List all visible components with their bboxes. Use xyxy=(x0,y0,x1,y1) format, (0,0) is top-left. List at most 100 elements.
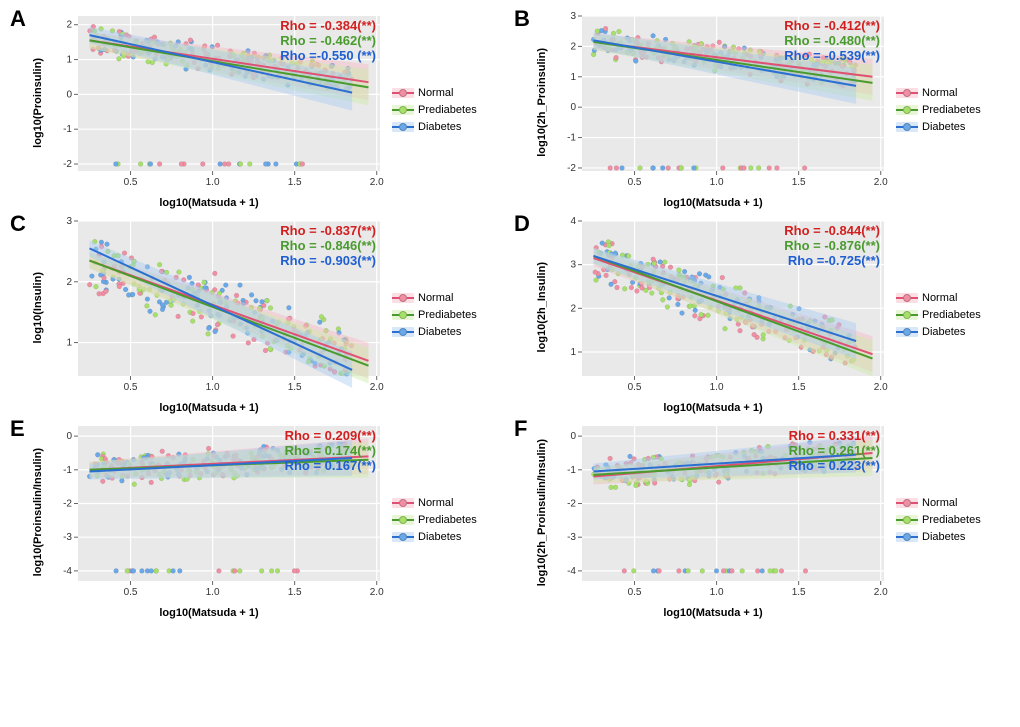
y-axis-label: log10(2h_Proinsulin/Insulin) xyxy=(536,439,548,586)
svg-text:2: 2 xyxy=(570,303,576,314)
svg-text:Rho = -0.539(**): Rho = -0.539(**) xyxy=(784,48,880,63)
legend-label: Normal xyxy=(418,87,453,99)
legend: Normal Prediabetes Diabetes xyxy=(392,288,477,342)
svg-text:-2: -2 xyxy=(63,159,72,170)
x-axis-label: log10(Matsuda + 1) xyxy=(663,607,762,619)
legend-swatch xyxy=(896,86,918,100)
legend-item-prediabetes: Prediabetes xyxy=(392,103,477,117)
legend-label: Prediabetes xyxy=(922,309,981,321)
scatter-plot: 0.51.01.52.01234Rho = -0.844(**)Rho = -0… xyxy=(550,215,890,400)
svg-text:2.0: 2.0 xyxy=(874,177,888,188)
legend-item-normal: Normal xyxy=(896,496,981,510)
svg-text:Rho = -0.462(**): Rho = -0.462(**) xyxy=(280,33,376,48)
legend-swatch xyxy=(392,308,414,322)
legend-item-diabetes: Diabetes xyxy=(896,120,981,134)
svg-text:Rho = -0.844(**): Rho = -0.844(**) xyxy=(784,223,880,238)
legend-label: Normal xyxy=(922,87,957,99)
legend-swatch xyxy=(392,120,414,134)
svg-text:1: 1 xyxy=(570,347,576,358)
legend-swatch xyxy=(392,291,414,305)
svg-text:-4: -4 xyxy=(63,566,72,577)
legend-swatch xyxy=(896,513,918,527)
svg-text:1.5: 1.5 xyxy=(792,587,806,598)
legend-label: Diabetes xyxy=(418,531,461,543)
legend-label: Normal xyxy=(418,497,453,509)
legend-item-normal: Normal xyxy=(392,496,477,510)
svg-text:3: 3 xyxy=(66,216,72,227)
legend-item-prediabetes: Prediabetes xyxy=(896,103,981,117)
legend-swatch xyxy=(896,120,918,134)
scatter-plot: 0.51.01.52.0-2-1012Rho = -0.384(**)Rho =… xyxy=(46,10,386,195)
legend-swatch xyxy=(392,513,414,527)
legend-swatch xyxy=(896,291,918,305)
svg-text:Rho = 0.261(**): Rho = 0.261(**) xyxy=(789,443,880,458)
svg-text:-2: -2 xyxy=(567,499,576,510)
x-axis-label: log10(Matsuda + 1) xyxy=(663,402,762,414)
legend-item-normal: Normal xyxy=(896,291,981,305)
panel-letter: A xyxy=(10,6,32,32)
x-axis-label: log10(Matsuda + 1) xyxy=(159,607,258,619)
chart-row: log10(Proinsulin)0.51.01.52.0-2-1012Rho … xyxy=(32,10,386,195)
legend-item-diabetes: Diabetes xyxy=(392,325,477,339)
svg-text:0: 0 xyxy=(570,431,576,442)
legend-label: Normal xyxy=(418,292,453,304)
panel-B: Blog10(2h_Proinsulin)0.51.01.52.0-2-1012… xyxy=(514,10,1010,209)
svg-text:2.0: 2.0 xyxy=(370,177,384,188)
legend-label: Diabetes xyxy=(922,121,965,133)
x-axis-label: log10(Matsuda + 1) xyxy=(663,197,762,209)
svg-text:0.5: 0.5 xyxy=(124,177,138,188)
svg-text:0.5: 0.5 xyxy=(628,382,642,393)
legend-item-diabetes: Diabetes xyxy=(392,120,477,134)
svg-text:Rho =-0.725(**): Rho =-0.725(**) xyxy=(788,253,880,268)
legend-swatch xyxy=(392,530,414,544)
panel-grid: Alog10(Proinsulin)0.51.01.52.0-2-1012Rho… xyxy=(10,10,1010,619)
panel-letter: D xyxy=(514,211,536,237)
svg-text:1: 1 xyxy=(66,55,72,66)
svg-text:Rho = 0.331(**): Rho = 0.331(**) xyxy=(789,428,880,443)
svg-text:1: 1 xyxy=(66,338,72,349)
y-axis-label: log10(Proinsulin) xyxy=(32,58,44,148)
legend-swatch xyxy=(896,103,918,117)
scatter-plot: 0.51.01.52.0123Rho = -0.837(**)Rho = -0.… xyxy=(46,215,386,400)
legend-label: Normal xyxy=(922,497,957,509)
svg-text:Rho = 0.223(**): Rho = 0.223(**) xyxy=(789,458,880,473)
chart-wrap: log10(Insulin)0.51.01.52.0123Rho = -0.83… xyxy=(32,215,386,414)
svg-text:-1: -1 xyxy=(63,124,72,135)
legend-label: Prediabetes xyxy=(418,514,477,526)
panel-E: Elog10(Proinsulin/Insulin)0.51.01.52.0-4… xyxy=(10,420,506,619)
legend-item-normal: Normal xyxy=(896,86,981,100)
svg-text:0: 0 xyxy=(66,431,72,442)
svg-text:Rho = -0.412(**): Rho = -0.412(**) xyxy=(784,18,880,33)
svg-text:1.5: 1.5 xyxy=(288,382,302,393)
chart-row: log10(2h_Insulin)0.51.01.52.01234Rho = -… xyxy=(536,215,890,400)
legend: NormalPrediabetesDiabetes xyxy=(896,288,981,342)
legend-label: Diabetes xyxy=(418,121,461,133)
legend-item-normal: Normal xyxy=(392,86,477,100)
chart-row: log10(2h_Proinsulin/Insulin)0.51.01.52.0… xyxy=(536,420,890,605)
svg-text:Rho = 0.209(**): Rho = 0.209(**) xyxy=(285,428,376,443)
legend-swatch xyxy=(392,496,414,510)
y-axis-label: log10(Insulin) xyxy=(32,272,44,344)
svg-text:1.0: 1.0 xyxy=(206,177,220,188)
svg-text:Rho = -0.876(**): Rho = -0.876(**) xyxy=(784,238,880,253)
scatter-plot: 0.51.01.52.0-4-3-2-10Rho = 0.209(**)Rho … xyxy=(46,420,386,605)
panel-F: Flog10(2h_Proinsulin/Insulin)0.51.01.52.… xyxy=(514,420,1010,619)
svg-text:1: 1 xyxy=(570,72,576,83)
legend-swatch xyxy=(896,308,918,322)
svg-text:0.5: 0.5 xyxy=(124,587,138,598)
svg-text:1.0: 1.0 xyxy=(206,587,220,598)
legend-item-diabetes: Diabetes xyxy=(392,530,477,544)
svg-text:Rho = 0.174(**): Rho = 0.174(**) xyxy=(285,443,376,458)
legend-label: Diabetes xyxy=(418,326,461,338)
legend-item-prediabetes: Prediabetes xyxy=(392,308,477,322)
svg-text:1.0: 1.0 xyxy=(710,177,724,188)
svg-text:3: 3 xyxy=(570,11,576,22)
svg-text:-2: -2 xyxy=(63,499,72,510)
svg-text:1.5: 1.5 xyxy=(792,177,806,188)
x-axis-label: log10(Matsuda + 1) xyxy=(159,402,258,414)
svg-text:0.5: 0.5 xyxy=(628,177,642,188)
chart-row: log10(Insulin)0.51.01.52.0123Rho = -0.83… xyxy=(32,215,386,400)
legend-label: Diabetes xyxy=(922,531,965,543)
svg-text:Rho = -0.846(**): Rho = -0.846(**) xyxy=(280,238,376,253)
svg-text:Rho = 0.167(**): Rho = 0.167(**) xyxy=(285,458,376,473)
